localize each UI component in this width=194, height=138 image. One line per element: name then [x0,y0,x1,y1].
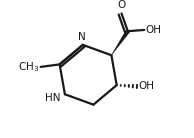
Text: N: N [78,32,86,42]
Text: OH: OH [138,81,154,91]
Text: HN: HN [45,93,61,103]
Text: OH: OH [145,25,161,35]
Text: O: O [117,0,126,10]
Polygon shape [111,30,130,55]
Text: CH$_3$: CH$_3$ [18,60,39,74]
